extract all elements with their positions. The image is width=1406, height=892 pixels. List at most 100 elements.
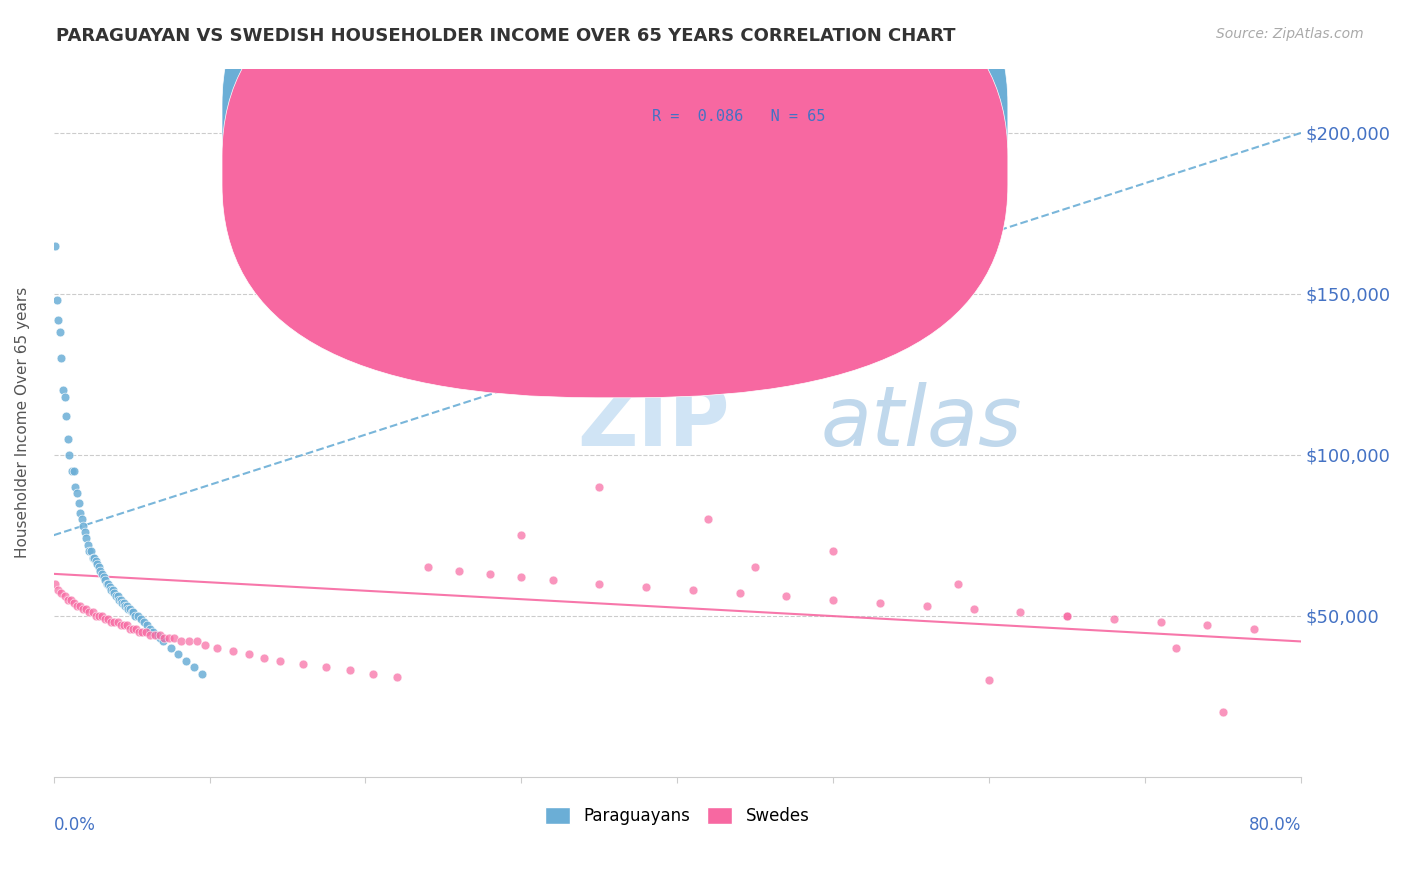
- Point: [97, 612, 120, 626]
- Point: [186, 634, 208, 648]
- Point: [135, 624, 157, 639]
- Point: [127, 608, 149, 623]
- Point: [253, 650, 276, 665]
- Point: [315, 660, 337, 674]
- Point: [110, 618, 132, 632]
- Point: [114, 599, 136, 613]
- Point: [447, 564, 470, 578]
- Point: [100, 615, 122, 629]
- Point: [75, 602, 97, 616]
- Point: [385, 670, 408, 684]
- Point: [55, 409, 77, 424]
- Point: [145, 628, 167, 642]
- Point: [207, 640, 229, 655]
- Point: [122, 622, 145, 636]
- Point: [52, 384, 75, 398]
- Point: [100, 582, 122, 597]
- Point: [117, 602, 139, 616]
- Point: [121, 606, 143, 620]
- Point: [510, 570, 533, 584]
- Point: [79, 606, 101, 620]
- Point: [129, 612, 152, 626]
- Point: [87, 560, 110, 574]
- Point: [111, 596, 134, 610]
- Point: [98, 580, 121, 594]
- Point: [58, 448, 80, 462]
- Point: [83, 550, 105, 565]
- Point: [69, 599, 91, 613]
- Point: [1197, 618, 1219, 632]
- Point: [79, 544, 101, 558]
- Point: [339, 664, 361, 678]
- Point: [163, 631, 186, 645]
- Point: [1212, 705, 1234, 719]
- Point: [124, 608, 146, 623]
- Text: 80.0%: 80.0%: [1249, 815, 1301, 833]
- Point: [128, 624, 150, 639]
- Point: [728, 586, 751, 600]
- Point: [44, 576, 66, 591]
- Point: [49, 326, 72, 340]
- Point: [823, 592, 845, 607]
- Text: PARAGUAYAN VS SWEDISH HOUSEHOLDER INCOME OVER 65 YEARS CORRELATION CHART: PARAGUAYAN VS SWEDISH HOUSEHOLDER INCOME…: [56, 27, 956, 45]
- Point: [143, 628, 166, 642]
- Point: [1166, 640, 1188, 655]
- Point: [157, 631, 180, 645]
- Point: [222, 644, 245, 658]
- Point: [97, 576, 120, 591]
- Point: [194, 638, 217, 652]
- Point: [869, 596, 891, 610]
- Point: [149, 631, 172, 645]
- Point: [72, 518, 94, 533]
- Point: [979, 673, 1001, 687]
- Text: atlas: atlas: [821, 382, 1022, 463]
- Point: [89, 564, 111, 578]
- Point: [53, 590, 76, 604]
- Point: [51, 586, 73, 600]
- Point: [823, 544, 845, 558]
- Point: [139, 628, 162, 642]
- Point: [87, 608, 110, 623]
- Point: [510, 528, 533, 542]
- Point: [946, 576, 969, 591]
- Point: [588, 480, 610, 494]
- Point: [59, 592, 82, 607]
- Point: [75, 532, 97, 546]
- Point: [108, 592, 131, 607]
- Point: [541, 574, 564, 588]
- Point: [94, 612, 117, 626]
- Point: [104, 590, 127, 604]
- Point: [152, 634, 174, 648]
- Point: [63, 464, 86, 478]
- Point: [45, 293, 67, 308]
- Point: [60, 464, 83, 478]
- Point: [682, 582, 704, 597]
- Point: [69, 506, 91, 520]
- Point: [1056, 608, 1078, 623]
- Point: [73, 524, 96, 539]
- Point: [136, 618, 159, 632]
- Point: [159, 640, 181, 655]
- Text: Source: ZipAtlas.com: Source: ZipAtlas.com: [1216, 27, 1364, 41]
- Point: [44, 238, 66, 252]
- Point: [72, 602, 94, 616]
- Point: [107, 615, 129, 629]
- Point: [1150, 615, 1173, 629]
- Point: [118, 622, 141, 636]
- Point: [53, 390, 76, 404]
- Point: [66, 599, 89, 613]
- Point: [179, 634, 201, 648]
- FancyBboxPatch shape: [565, 83, 965, 207]
- Point: [65, 480, 87, 494]
- Point: [962, 602, 984, 616]
- Point: [70, 512, 93, 526]
- Point: [479, 566, 502, 581]
- Point: [269, 654, 291, 668]
- Point: [112, 618, 135, 632]
- Point: [91, 608, 114, 623]
- Point: [101, 582, 124, 597]
- Point: [56, 432, 79, 446]
- Point: [139, 622, 162, 636]
- Point: [238, 648, 260, 662]
- Point: [125, 622, 148, 636]
